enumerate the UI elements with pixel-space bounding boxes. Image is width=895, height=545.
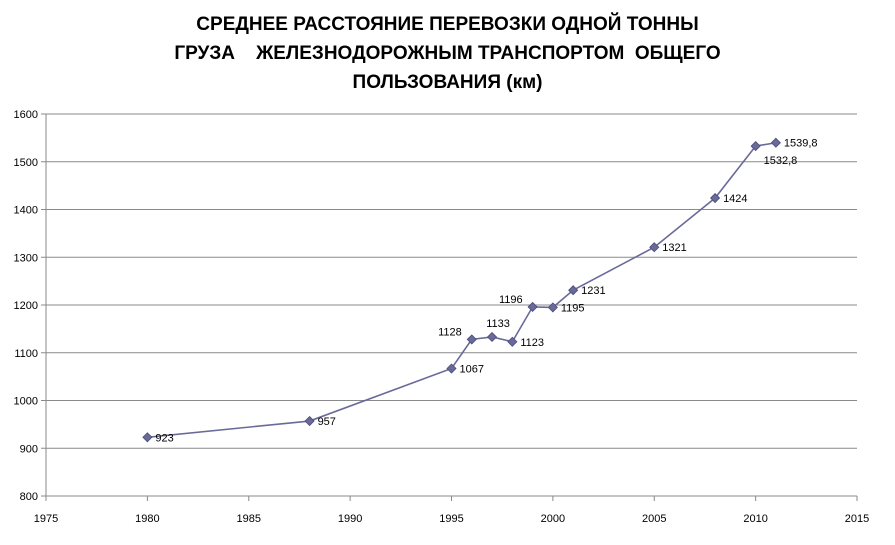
data-point-2000 xyxy=(547,302,558,313)
y-tick-label-1400: 1400 xyxy=(14,205,38,217)
x-tick-labels: 1975 1980 1985 1990 1995 2000 2005 2010 2015 xyxy=(34,513,869,525)
data-point-2005 xyxy=(649,242,660,253)
data-labels: 923 957 1067 1128 1133 1123 1196 1195 1231 1321 14… xyxy=(155,138,817,445)
data-label-2010: 1532,8 xyxy=(764,155,798,167)
chart-title-line-3: ПОЛЬЗОВАНИЯ (км) xyxy=(352,72,543,93)
data-markers xyxy=(142,137,781,443)
data-point-2011 xyxy=(770,137,781,148)
data-label-2000: 1195 xyxy=(561,302,585,314)
x-tick-label-1985: 1985 xyxy=(237,513,261,525)
y-tick-label-900: 900 xyxy=(20,443,38,455)
data-point-1995 xyxy=(446,363,457,374)
data-label-1997: 1133 xyxy=(486,318,510,330)
data-point-1999 xyxy=(527,301,538,312)
chart-title-line-2: ГРУЗА ЖЕЛЕЗНОДОРОЖНЫМ ТРАНСПОРТОМ ОБЩЕГО xyxy=(174,43,721,64)
data-label-1998: 1123 xyxy=(520,337,544,349)
axes xyxy=(41,113,858,501)
x-tick-label-2000: 2000 xyxy=(541,513,565,525)
data-point-1997 xyxy=(486,331,498,343)
x-tick-label-2005: 2005 xyxy=(642,513,666,525)
data-label-2001: 1231 xyxy=(581,285,605,297)
data-point-1996 xyxy=(466,334,477,345)
data-point-2010 xyxy=(750,141,761,152)
x-tick-label-1995: 1995 xyxy=(439,513,463,525)
data-label-2005: 1321 xyxy=(662,242,686,254)
data-point-1998 xyxy=(507,336,518,347)
y-tick-label-1000: 1000 xyxy=(14,396,38,408)
y-tick-label-1200: 1200 xyxy=(14,300,38,312)
y-tick-label-1500: 1500 xyxy=(14,157,38,169)
y-tick-label-1100: 1100 xyxy=(14,348,38,360)
x-tick-label-1980: 1980 xyxy=(135,513,159,525)
chart-title: СРЕДНЕЕ РАССТОЯНИЕ ПЕРЕВОЗКИ ОДНОЙ ТОННЫ… xyxy=(0,10,895,97)
y-tick-labels: 800 900 1000 1100 1200 1300 1400 1500 1600 xyxy=(14,109,38,503)
grid-lines xyxy=(46,113,857,449)
y-tick-label-1300: 1300 xyxy=(14,252,38,264)
data-point-2008 xyxy=(710,192,721,204)
chart-title-line-1: СРЕДНЕЕ РАССТОЯНИЕ ПЕРЕВОЗКИ ОДНОЙ ТОННЫ xyxy=(196,14,699,35)
series-polyline xyxy=(147,141,777,439)
series-line xyxy=(147,141,777,439)
data-label-1999: 1196 xyxy=(499,294,523,306)
data-point-1988 xyxy=(304,415,315,427)
data-label-1995: 1067 xyxy=(460,364,484,376)
y-tick-label-1600: 1600 xyxy=(14,109,38,121)
x-tick-label-1990: 1990 xyxy=(338,513,362,525)
data-label-1988: 957 xyxy=(318,416,336,428)
y-tick-label-800: 800 xyxy=(20,491,38,503)
data-label-1980: 923 xyxy=(155,432,173,444)
data-point-1980 xyxy=(142,432,153,443)
data-label-1996: 1128 xyxy=(438,326,462,338)
data-point-2001 xyxy=(568,285,579,296)
x-tick-label-2010: 2010 xyxy=(743,513,767,525)
x-tick-label-2015: 2015 xyxy=(845,513,869,525)
data-label-2008: 1424 xyxy=(723,193,747,205)
data-label-2011: 1539,8 xyxy=(784,138,818,150)
x-tick-label-1975: 1975 xyxy=(34,513,58,525)
